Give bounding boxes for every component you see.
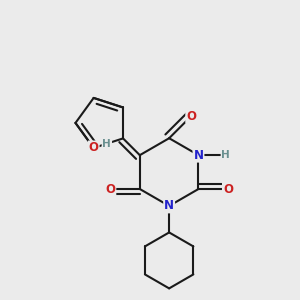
Text: N: N — [194, 149, 203, 162]
Text: O: O — [186, 110, 196, 123]
Text: H: H — [103, 139, 111, 149]
Text: O: O — [105, 182, 116, 196]
Text: O: O — [89, 141, 99, 154]
Text: H: H — [221, 150, 230, 160]
Text: O: O — [223, 182, 233, 196]
Text: N: N — [164, 200, 174, 212]
